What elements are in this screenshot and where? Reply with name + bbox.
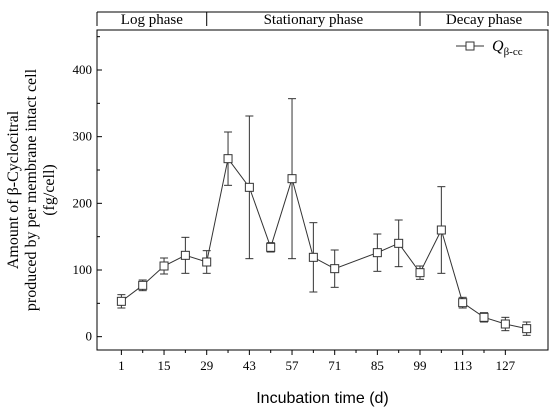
y-axis-title-line: (fg/cell) xyxy=(41,164,58,216)
y-tick-label: 100 xyxy=(73,262,93,277)
data-point xyxy=(522,324,532,334)
legend-label: Qβ-cc xyxy=(492,38,523,58)
y-axis-title: Amount of β-Cyclocitral produced by per m… xyxy=(5,68,58,311)
y-tick-label: 200 xyxy=(73,195,93,210)
data-point xyxy=(223,154,233,164)
plot-frame xyxy=(96,29,549,351)
data-point xyxy=(500,319,510,329)
data-point xyxy=(394,238,404,248)
x-tick-label: 99 xyxy=(414,358,427,373)
y-axis-title-line: Amount of β-Cyclocitral xyxy=(5,110,22,269)
data-point xyxy=(436,225,446,235)
data-point xyxy=(180,250,190,260)
y-tick-label: 300 xyxy=(73,129,93,144)
y-tick-label: 0 xyxy=(86,329,93,344)
x-tick-label: 43 xyxy=(243,358,256,373)
series-layer xyxy=(116,98,532,336)
data-point xyxy=(202,257,212,267)
data-point xyxy=(308,252,318,262)
x-tick-label: 15 xyxy=(158,358,171,373)
phase-bar: Log phase Stationary phase Decay phase xyxy=(96,11,549,28)
data-point xyxy=(287,174,297,184)
data-point xyxy=(266,242,276,252)
y-axis-title-line: produced by per membrane intact cell xyxy=(23,68,40,311)
data-point xyxy=(330,264,340,274)
x-tick-label: 71 xyxy=(328,358,341,373)
x-tick-label: 85 xyxy=(371,358,384,373)
data-point xyxy=(458,298,468,308)
x-tick-label: 127 xyxy=(496,358,516,373)
legend-marker xyxy=(465,41,475,51)
data-point xyxy=(415,268,425,278)
phase-label: Decay phase xyxy=(446,12,523,28)
data-point xyxy=(244,182,254,192)
legend: Qβ-cc xyxy=(456,38,523,58)
data-point xyxy=(372,248,382,258)
x-tick-label: 113 xyxy=(453,358,472,373)
x-axis-title: Incubation time (d) xyxy=(256,390,389,407)
x-axis: 1 15 29 43 57 71 85 99 113 127 xyxy=(118,350,516,373)
data-point xyxy=(159,261,169,271)
data-point xyxy=(138,280,148,290)
y-tick-label: 400 xyxy=(73,62,93,77)
phase-label: Stationary phase xyxy=(264,12,364,28)
x-tick-label: 1 xyxy=(118,358,125,373)
legend-label-subscript: β-cc xyxy=(504,46,523,58)
data-point xyxy=(116,296,126,306)
x-tick-label: 57 xyxy=(286,358,300,373)
phase-label: Log phase xyxy=(121,12,183,28)
x-tick-label: 29 xyxy=(200,358,213,373)
data-point xyxy=(479,312,489,322)
y-axis: 0 100 200 300 400 xyxy=(73,36,102,344)
